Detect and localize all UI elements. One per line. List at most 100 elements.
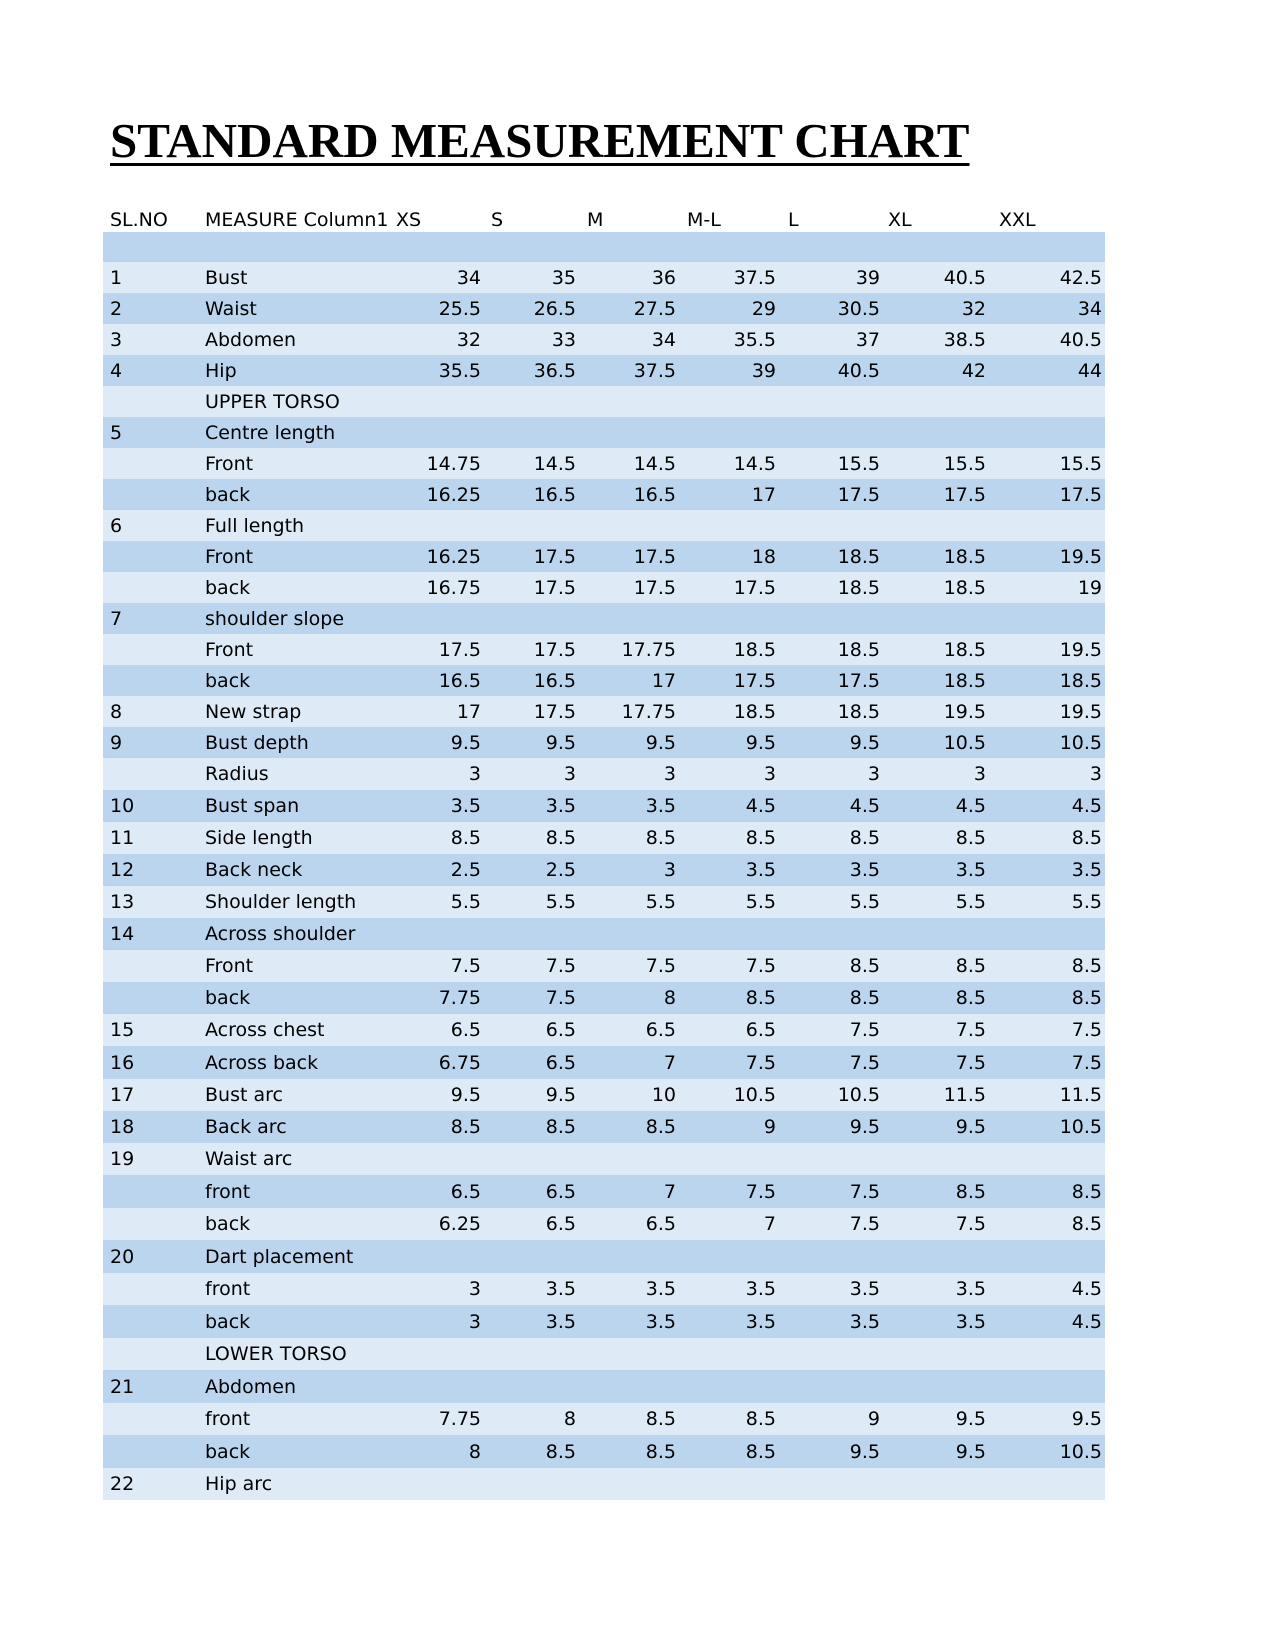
value-cell: 42 <box>961 359 986 382</box>
value-cell: 3.5 <box>955 859 986 881</box>
value-cell: 9.5 <box>545 1084 576 1106</box>
sl-no-cell: 1 <box>110 266 123 289</box>
value-cell: 7.5 <box>955 1051 986 1074</box>
value-cell: 9.5 <box>955 1408 986 1430</box>
value-cell: 8.5 <box>645 827 676 849</box>
value-cell: 10.5 <box>1059 1116 1102 1138</box>
value-cell <box>586 918 676 950</box>
measure-cell: Front <box>205 955 254 977</box>
value-cell: 3.5 <box>645 795 676 817</box>
sl-no-cell: 11 <box>110 827 135 849</box>
sl-no-cell: 4 <box>110 359 123 382</box>
value-cell: 35.5 <box>733 328 776 351</box>
value-cell <box>790 1468 880 1500</box>
value-cell: 17.5 <box>438 638 481 661</box>
value-cell: 32 <box>456 328 481 351</box>
measure-cell: Side length <box>205 827 313 849</box>
table-row <box>103 232 1105 262</box>
value-cell: 8.5 <box>849 987 880 1009</box>
table-row: back 6.25 6.5 6.5 7 7.5 7.5 8.5 <box>103 1208 1105 1240</box>
value-cell <box>686 510 776 541</box>
value-cell: 14.5 <box>633 452 676 475</box>
value-cell <box>896 510 986 541</box>
value-cell <box>686 918 776 950</box>
value-cell: 8.5 <box>745 987 776 1009</box>
sl-no-cell: 22 <box>110 1473 135 1495</box>
table-row: 2 Waist 25.5 26.5 27.5 29 30.5 32 34 <box>103 293 1105 324</box>
measure-cell: Hip arc <box>205 1473 273 1495</box>
table-row: Front 14.75 14.5 14.5 14.5 15.5 15.5 15.5 <box>103 448 1105 479</box>
value-cell: 8.5 <box>849 827 880 849</box>
value-cell: 9.5 <box>745 731 776 754</box>
value-cell: 3.5 <box>745 1310 776 1333</box>
value-cell: 18.5 <box>1059 669 1102 692</box>
measure-cell: Front <box>205 545 254 568</box>
value-cell: 8.5 <box>1071 987 1102 1009</box>
value-cell: 3 <box>1089 763 1102 785</box>
value-cell: 26.5 <box>533 297 576 320</box>
measure-cell: back <box>205 1213 251 1235</box>
value-cell: 8.5 <box>450 827 481 849</box>
measure-cell: front <box>205 1278 251 1300</box>
value-cell: 17.5 <box>533 545 576 568</box>
value-cell: 6.5 <box>545 1180 576 1203</box>
value-cell: 34 <box>1077 297 1102 320</box>
value-cell: 8.5 <box>745 1440 776 1463</box>
value-cell: 8.5 <box>1071 1180 1102 1203</box>
value-cell: 3 <box>763 763 776 785</box>
value-cell <box>586 603 676 634</box>
sl-no-cell: 13 <box>110 891 135 913</box>
measure-cell: Across shoulder <box>205 923 356 945</box>
value-cell: 19.5 <box>943 700 986 723</box>
measure-cell: Across chest <box>205 1019 325 1041</box>
value-cell: 18.5 <box>943 669 986 692</box>
header-size-xxl: XXL <box>999 209 1036 231</box>
value-cell <box>391 1240 481 1273</box>
value-cell: 14.5 <box>533 452 576 475</box>
table-row: 15 Across chest 6.5 6.5 6.5 6.5 7.5 7.5 7.5 <box>103 1014 1105 1046</box>
value-cell: 16.5 <box>633 483 676 506</box>
value-cell <box>391 232 481 262</box>
value-cell: 5.5 <box>1071 891 1102 913</box>
value-cell: 16.5 <box>533 483 576 506</box>
value-cell <box>1012 386 1102 417</box>
value-cell: 8 <box>563 1408 576 1430</box>
value-cell <box>790 232 880 262</box>
value-cell: 14.5 <box>733 452 776 475</box>
value-cell: 8 <box>468 1440 481 1463</box>
value-cell <box>391 417 481 448</box>
table-row: 22 Hip arc <box>103 1468 1105 1500</box>
value-cell: 40.5 <box>837 359 880 382</box>
header-size-l: L <box>788 209 799 231</box>
sl-no-cell: 8 <box>110 700 123 723</box>
value-cell: 18.5 <box>837 700 880 723</box>
value-cell <box>896 417 986 448</box>
value-cell: 7.5 <box>745 1180 776 1203</box>
value-cell: 17.5 <box>533 638 576 661</box>
value-cell: 8.5 <box>745 827 776 849</box>
value-cell: 5.5 <box>849 891 880 913</box>
header-size-m: M <box>587 209 604 231</box>
value-cell: 3.5 <box>955 1310 986 1333</box>
table-row: UPPER TORSO <box>103 386 1105 417</box>
value-cell <box>486 918 576 950</box>
value-cell: 5.5 <box>545 891 576 913</box>
header-measure: MEASURE Column1 <box>205 209 389 231</box>
value-cell <box>896 1338 986 1370</box>
value-cell: 7.5 <box>745 1051 776 1074</box>
value-cell: 18.5 <box>733 638 776 661</box>
value-cell: 7.5 <box>955 1019 986 1041</box>
value-cell: 3.5 <box>545 1278 576 1300</box>
header-size-s: S <box>491 209 504 231</box>
value-cell <box>686 232 776 262</box>
value-cell: 9 <box>763 1116 776 1138</box>
value-cell: 10.5 <box>733 1084 776 1106</box>
table-row: Front 7.5 7.5 7.5 7.5 8.5 8.5 8.5 <box>103 950 1105 982</box>
value-cell: 17.5 <box>633 576 676 599</box>
value-cell: 17.5 <box>533 700 576 723</box>
table-row: Radius 3 3 3 3 3 3 3 <box>103 758 1105 790</box>
value-cell <box>1012 603 1102 634</box>
value-cell: 7.5 <box>849 1051 880 1074</box>
value-cell <box>896 1143 986 1175</box>
value-cell: 18.5 <box>837 576 880 599</box>
